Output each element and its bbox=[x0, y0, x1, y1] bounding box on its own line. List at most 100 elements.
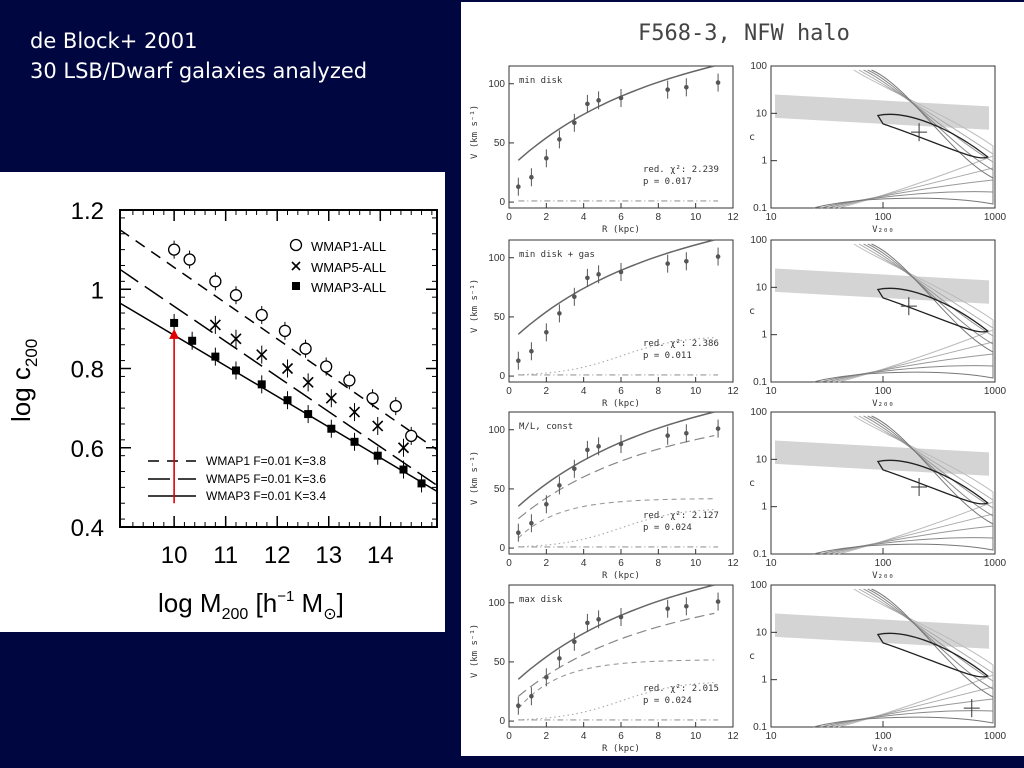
contour-y-tick-label: 0.1 bbox=[753, 722, 767, 733]
point-wmap5 bbox=[397, 442, 410, 454]
rc-frame bbox=[508, 65, 734, 209]
rc-x-label: R (kpc) bbox=[602, 744, 640, 754]
legend-marker-circle bbox=[289, 238, 303, 252]
contour-x-tick-label: 100 bbox=[875, 731, 892, 742]
point-wmap3 bbox=[231, 366, 240, 375]
rc-x-tick-label: 0 bbox=[506, 558, 512, 569]
contour-y-label: c bbox=[749, 306, 755, 317]
contour-x-tick-label: 1000 bbox=[984, 386, 1007, 397]
rc-data-point bbox=[516, 184, 521, 189]
fit-line bbox=[119, 268, 438, 487]
rc-data-point bbox=[585, 620, 590, 626]
contour-y-tick-label: 10 bbox=[756, 108, 768, 119]
rc-panel-label: min disk + gas bbox=[519, 250, 595, 260]
rc-p-label: p = 0.024 bbox=[643, 696, 692, 706]
x-tick-label: 10 bbox=[161, 542, 188, 569]
rc-x-tick-label: 6 bbox=[618, 212, 624, 223]
cross-stroke bbox=[397, 442, 410, 454]
title-line-2: 30 LSB/Dwarf galaxies analyzed bbox=[30, 59, 368, 83]
rc-y-tick-label: 50 bbox=[494, 657, 506, 668]
concentration-mass-svg: 10 11 12 13 14 0.4 0.6 0.8 1 1.2 log M200 [h−1 M⊙]… bbox=[6, 198, 438, 623]
point-wmap3 bbox=[350, 437, 359, 446]
rc-frame bbox=[508, 239, 734, 383]
rc-data-point bbox=[572, 294, 577, 300]
rc-data-point bbox=[516, 358, 521, 364]
rc-data-point bbox=[557, 483, 562, 488]
y-tick-label: 0.6 bbox=[71, 436, 104, 463]
contour-x-label: V₂₀₀ bbox=[872, 744, 894, 754]
contour-frame bbox=[770, 584, 996, 728]
rc-data-point bbox=[596, 617, 601, 622]
legend-label: WMAP5-ALL bbox=[311, 260, 386, 275]
rc-y-tick-label: 0 bbox=[499, 716, 505, 727]
point-wmap3 bbox=[417, 479, 426, 488]
slide-title: de Block+ 2001 30 LSB/Dwarf galaxies ana… bbox=[30, 26, 367, 86]
rc-chi2-label: red. χ²: 2.386 bbox=[643, 339, 719, 349]
contour-line bbox=[813, 415, 994, 555]
rc-data-point bbox=[529, 174, 534, 180]
point-wmap3 bbox=[373, 451, 382, 460]
rotation-curve-panel: 0 2 4 6 8 10 12 0 50 100 R (kpc) V (km s⁻¹) M/L, con… bbox=[470, 411, 739, 581]
rc-x-tick-label: 12 bbox=[727, 731, 739, 742]
contour-best-region bbox=[876, 632, 989, 678]
cross-stroke bbox=[302, 376, 314, 388]
y-tick-label: 0.8 bbox=[71, 357, 104, 384]
contour-x-tick-label: 100 bbox=[875, 386, 892, 397]
contour-x-tick-label: 10 bbox=[765, 386, 777, 397]
rc-y-label: V (km s⁻¹) bbox=[470, 105, 480, 159]
rc-data-point bbox=[618, 269, 624, 275]
rc-y-label: V (km s⁻¹) bbox=[470, 279, 480, 333]
rc-data-point bbox=[585, 101, 590, 107]
rotation-curve-figure: F568-3, NFW halo 0 2 4 6 8 10 12 0 50 100 R (kpc) V … bbox=[461, 2, 1024, 756]
rc-model-curve bbox=[517, 65, 715, 161]
rc-x-tick-label: 8 bbox=[656, 386, 662, 397]
rc-data-point bbox=[516, 530, 521, 535]
rc-data-point bbox=[665, 433, 670, 438]
rc-data-point bbox=[715, 426, 721, 431]
point-wmap1 bbox=[229, 289, 243, 302]
contour-line bbox=[813, 69, 994, 209]
contour-panel: 10 100 1000 0.1 1 10 100 V₂₀₀ c bbox=[749, 235, 1007, 409]
rc-x-tick-label: 2 bbox=[544, 558, 550, 569]
rc-data-point bbox=[596, 444, 601, 449]
rc-model-curve bbox=[517, 584, 715, 680]
point-wmap3 bbox=[257, 380, 266, 389]
rc-halo-curve bbox=[517, 612, 715, 697]
contour-x-tick-label: 1000 bbox=[984, 558, 1007, 569]
rc-y-tick-label: 0 bbox=[499, 543, 505, 554]
rc-y-tick-label: 100 bbox=[488, 425, 505, 436]
rc-disk-curve bbox=[517, 498, 715, 539]
contour-x-tick-label: 100 bbox=[875, 558, 892, 569]
rc-data-point bbox=[665, 87, 670, 92]
contour-x-tick-label: 10 bbox=[765, 731, 777, 742]
rc-x-tick-label: 12 bbox=[727, 558, 739, 569]
rc-data-point bbox=[684, 259, 689, 264]
point-wmap5 bbox=[348, 406, 361, 418]
contour-y-tick-label: 100 bbox=[750, 407, 767, 418]
cross-stroke bbox=[281, 362, 294, 375]
rc-chi2-label: red. χ²: 2.127 bbox=[643, 511, 719, 521]
contour-frame bbox=[770, 65, 996, 209]
x-tick-label: 13 bbox=[315, 542, 342, 569]
point-wmap3 bbox=[170, 318, 179, 327]
contour-panel: 10 100 1000 0.1 1 10 100 V₂₀₀ c bbox=[749, 407, 1007, 581]
rc-model-curve bbox=[517, 411, 715, 507]
point-wmap5 bbox=[281, 362, 294, 375]
legend-marker-cross bbox=[291, 261, 301, 271]
x-axis-label: log M200 [h−1 M⊙] bbox=[158, 588, 344, 623]
cross-stroke bbox=[230, 333, 242, 345]
cross-stroke bbox=[348, 406, 361, 418]
rc-data-point bbox=[557, 656, 562, 661]
legend-label: WMAP1-ALL bbox=[311, 239, 386, 254]
rc-x-tick-label: 0 bbox=[506, 731, 512, 742]
rc-data-point bbox=[596, 98, 601, 103]
rc-x-label: R (kpc) bbox=[602, 571, 640, 581]
rc-data-point bbox=[557, 137, 562, 142]
rc-data-point bbox=[715, 254, 721, 259]
rc-disk-curve bbox=[517, 659, 715, 709]
point-wmap3 bbox=[211, 352, 220, 361]
rc-x-tick-label: 12 bbox=[727, 386, 739, 397]
contour-y-tick-label: 1 bbox=[761, 330, 767, 341]
fit-line bbox=[119, 229, 438, 451]
